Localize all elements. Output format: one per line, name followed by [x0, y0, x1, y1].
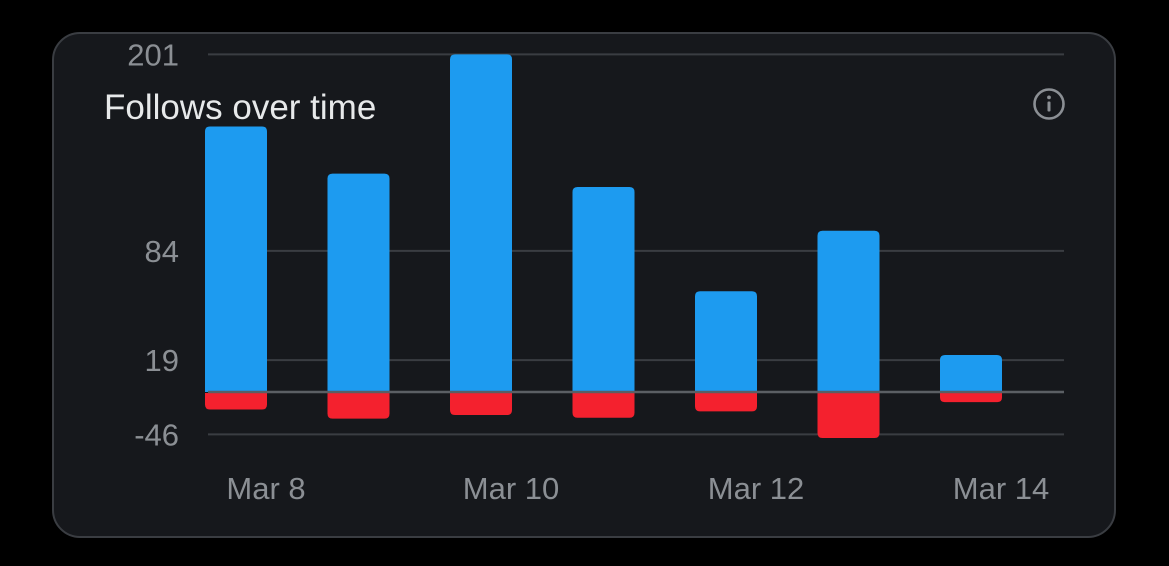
unfollows-bar — [327, 393, 390, 419]
unfollows-bar — [205, 393, 267, 410]
follows-bar-chart: 201 84 19 -46 Mar 8 Mar 10 Mar 12 Mar 14 — [127, 37, 1064, 506]
unfollows-bar — [695, 393, 757, 412]
follows-bar — [940, 355, 1002, 392]
follows-bar — [695, 291, 757, 392]
unfollows-bar — [450, 393, 512, 415]
card-title: Follows over time — [104, 88, 377, 127]
x-tick-label: Mar 8 — [226, 471, 305, 506]
follows-card: Follows over time 201 84 19 -46 Mar 8 Mar 10 M… — [52, 32, 1116, 538]
follows-bar — [450, 54, 512, 392]
x-tick-label: Mar 14 — [953, 471, 1049, 506]
follows-bar — [817, 230, 880, 392]
y-tick-label: -46 — [134, 417, 179, 452]
unfollows-bar — [940, 393, 1002, 403]
unfollows-bar — [817, 393, 880, 438]
unfollows-bar — [572, 393, 635, 418]
x-tick-label: Mar 10 — [463, 471, 559, 506]
y-tick-label: 84 — [145, 234, 179, 269]
y-tick-label: 19 — [145, 343, 179, 378]
y-tick-label: 201 — [127, 37, 179, 72]
follows-bar — [205, 126, 267, 392]
follows-bar — [327, 173, 390, 392]
follows-bar — [572, 187, 635, 392]
info-button[interactable] — [1031, 86, 1067, 122]
info-icon — [1033, 88, 1065, 120]
x-tick-label: Mar 12 — [708, 471, 804, 506]
